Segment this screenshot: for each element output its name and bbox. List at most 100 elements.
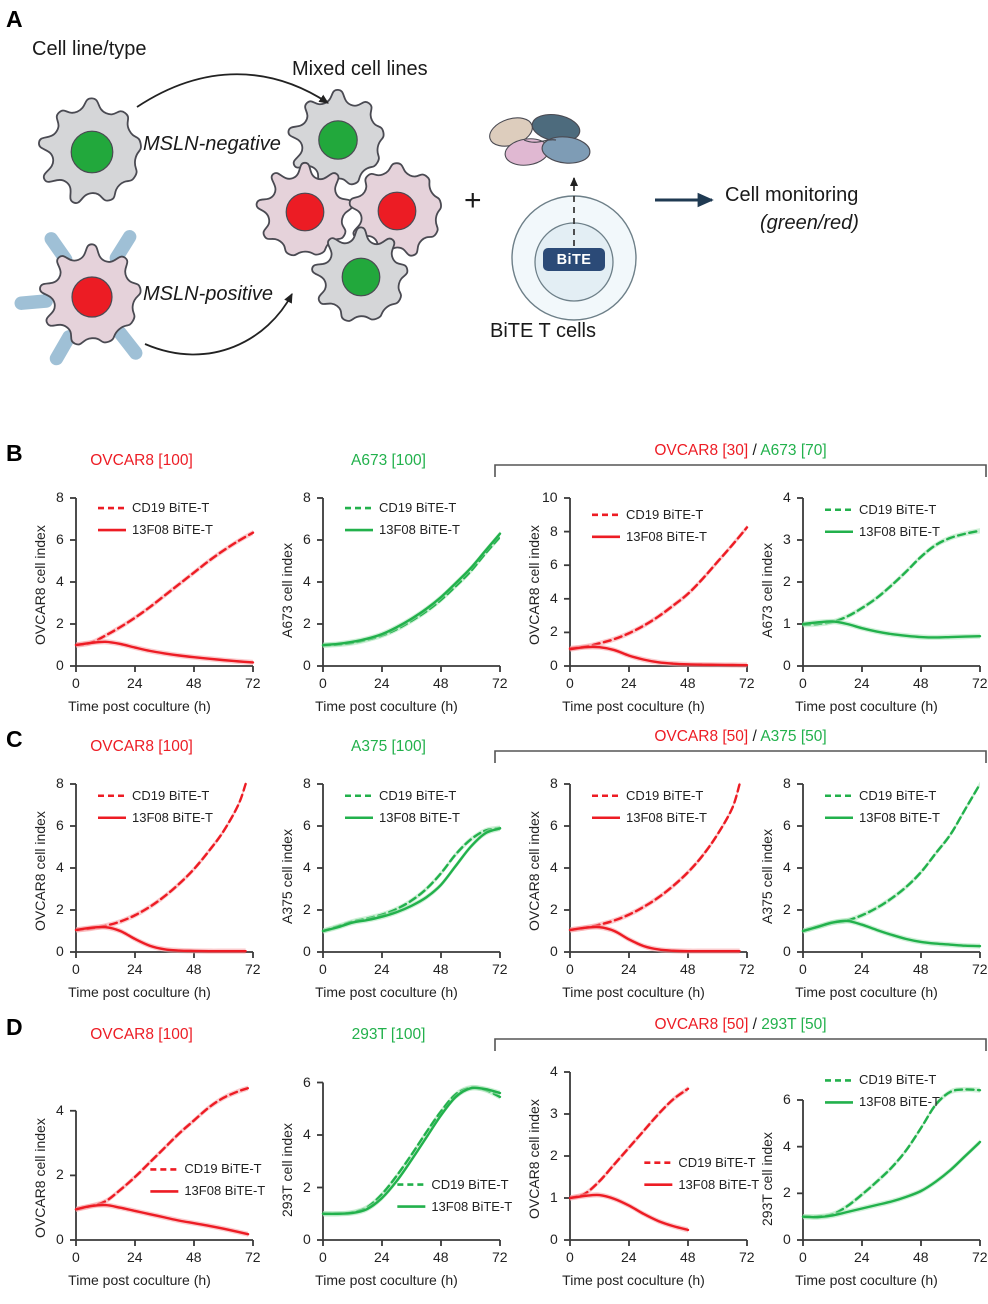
- y-tick-label: 2: [303, 1178, 311, 1195]
- legend-label-13f08: 13F08 BiTE-T: [859, 809, 940, 825]
- y-axis-title: OVCAR8 cell index: [526, 525, 542, 645]
- legend-label-cd19: CD19 BiTE-T: [132, 787, 210, 803]
- y-tick-label: 4: [303, 859, 311, 875]
- y-tick-label: 4: [56, 859, 64, 875]
- legend-label-cd19: CD19 BiTE-T: [678, 1154, 756, 1170]
- legend-label-cd19: CD19 BiTE-T: [132, 500, 210, 516]
- y-tick-label: 1: [783, 615, 791, 631]
- x-tick-label: 0: [799, 1249, 807, 1265]
- x-axis-title: Time post coculture (h): [562, 984, 705, 1000]
- x-tick-label: 24: [374, 675, 390, 691]
- panel-d: D OVCAR8 [50] / 293T [50] OVCAR8 [100] 0 2…: [0, 1014, 988, 1304]
- y-tick-label: 8: [303, 489, 311, 505]
- x-tick-label: 48: [680, 675, 696, 691]
- y-tick-label: 6: [56, 817, 64, 833]
- y-tick-label: 3: [550, 1105, 558, 1121]
- y-tick-label: 2: [56, 615, 64, 631]
- x-tick-label: 72: [972, 675, 988, 691]
- y-tick-label: 4: [550, 589, 558, 606]
- label-green-red: (green/red): [760, 212, 859, 234]
- x-tick-label: 72: [492, 961, 508, 977]
- mixed-header-right: A375 [50]: [760, 728, 827, 745]
- y-tick-label: 6: [303, 817, 311, 833]
- y-tick-label: 8: [56, 775, 64, 791]
- x-tick-label: 0: [72, 675, 80, 691]
- y-tick-label: 6: [303, 531, 311, 547]
- ci-band-0: [803, 781, 980, 934]
- x-axis-title: Time post coculture (h): [68, 698, 211, 714]
- x-tick-label: 24: [854, 961, 870, 977]
- y-axis-title: OVCAR8 cell index: [526, 1099, 542, 1219]
- x-axis-title: Time post coculture (h): [68, 1272, 211, 1288]
- chart-B1: OVCAR8 [100] 0 2 4 6 8 0 24 48 72 OVCAR8 cell inde…: [18, 452, 265, 714]
- y-tick-label: 8: [56, 489, 64, 505]
- x-tick-label: 24: [621, 675, 637, 691]
- y-tick-label: 2: [783, 901, 791, 917]
- plot-D3: [564, 1071, 748, 1246]
- x-tick-label: 48: [433, 961, 449, 977]
- ci-band-0: [323, 825, 500, 934]
- y-tick-label: 4: [56, 573, 64, 589]
- panel-c-mixed-bracket: [494, 750, 987, 763]
- chart-title-C1: OVCAR8 [100]: [90, 738, 193, 755]
- series-line-CD19-BiTE-T: [568, 782, 741, 932]
- x-tick-label: 24: [127, 961, 143, 977]
- x-tick-label: 72: [739, 1249, 755, 1265]
- y-tick-label: 2: [783, 573, 791, 589]
- x-tick-label: 72: [492, 1249, 508, 1265]
- y-tick-label: 4: [783, 1137, 791, 1154]
- arrow-negative-to-mix: [136, 73, 329, 108]
- y-tick-label: 4: [56, 1101, 64, 1118]
- mixed-header-right: 293T [50]: [761, 1016, 827, 1033]
- mixed-header-left: OVCAR8 [50]: [654, 1016, 749, 1033]
- x-tick-label: 48: [913, 675, 929, 691]
- legend-label-cd19: CD19 BiTE-T: [184, 1161, 262, 1177]
- bite-lobe-3: [541, 136, 591, 164]
- bite-linker: [523, 139, 557, 143]
- y-tick-label: 4: [550, 859, 558, 875]
- x-tick-label: 24: [854, 675, 870, 691]
- legend-label-cd19: CD19 BiTE-T: [626, 506, 704, 522]
- x-axis-title: Time post coculture (h): [68, 984, 211, 1000]
- receptor-icon: [14, 294, 53, 310]
- y-tick-label: 2: [303, 615, 311, 631]
- y-tick-label: 6: [550, 556, 558, 573]
- plot-D2: [317, 1081, 502, 1246]
- y-tick-label: 4: [783, 859, 791, 875]
- series-line-CD19-BiTE-T: [568, 1087, 690, 1200]
- ci-band-0: [323, 1084, 500, 1217]
- label-mixed-cell-lines: Mixed cell lines: [292, 58, 428, 80]
- y-axis-title: 293T cell index: [279, 1122, 295, 1217]
- x-tick-label: 0: [566, 961, 574, 977]
- x-tick-label: 72: [972, 961, 988, 977]
- receptor-icon: [109, 230, 137, 265]
- plot-C1: [70, 781, 254, 958]
- ci-band-0: [570, 781, 740, 933]
- series-line-13F08-BiTE-T: [801, 919, 982, 948]
- ci-band-1: [76, 1202, 249, 1237]
- chart-B4: 0 1 2 3 4 0 24 48 72 A673 cell index Time post coc…: [745, 456, 988, 714]
- legend-label-13f08: 13F08 BiTE-T: [379, 809, 460, 825]
- series-line-CD19-BiTE-T: [801, 529, 982, 627]
- panel-b-letter: B: [6, 440, 23, 466]
- series-line-13F08-BiTE-T: [801, 620, 982, 639]
- panel-b: B OVCAR8 [30] / A673 [70] OVCAR8 [100] 0 2…: [0, 440, 988, 730]
- y-tick-label: 4: [550, 1063, 558, 1079]
- panel-a-schematic: [14, 73, 714, 366]
- y-tick-label: 2: [783, 1184, 791, 1201]
- chart-D2: 293T [100] 0 2 4 6 0 24 48 72 293T cell index Time…: [265, 1026, 512, 1288]
- x-tick-label: 24: [854, 1249, 870, 1265]
- bite-tag: BiTE: [543, 248, 605, 271]
- x-tick-label: 72: [245, 675, 261, 691]
- y-tick-label: 2: [550, 623, 558, 640]
- series-line-CD19-BiTE-T: [801, 782, 982, 933]
- label-bite-t-cells: BiTE T cells: [490, 320, 596, 342]
- y-tick-label: 2: [550, 901, 558, 917]
- legend-label-cd19: CD19 BiTE-T: [379, 500, 457, 516]
- label-msln-positive: MSLN-positive: [143, 283, 274, 305]
- legend-label-cd19: CD19 BiTE-T: [859, 787, 937, 803]
- chart-B3: 0 2 4 6 8 10 0 24 48 72 OVCAR8 cell index Time post…: [512, 456, 759, 714]
- panel-c: C OVCAR8 [50] / A375 [50] OVCAR8 [100] 0 2…: [0, 726, 988, 1016]
- y-tick-label: 6: [783, 817, 791, 833]
- x-tick-label: 0: [799, 961, 807, 977]
